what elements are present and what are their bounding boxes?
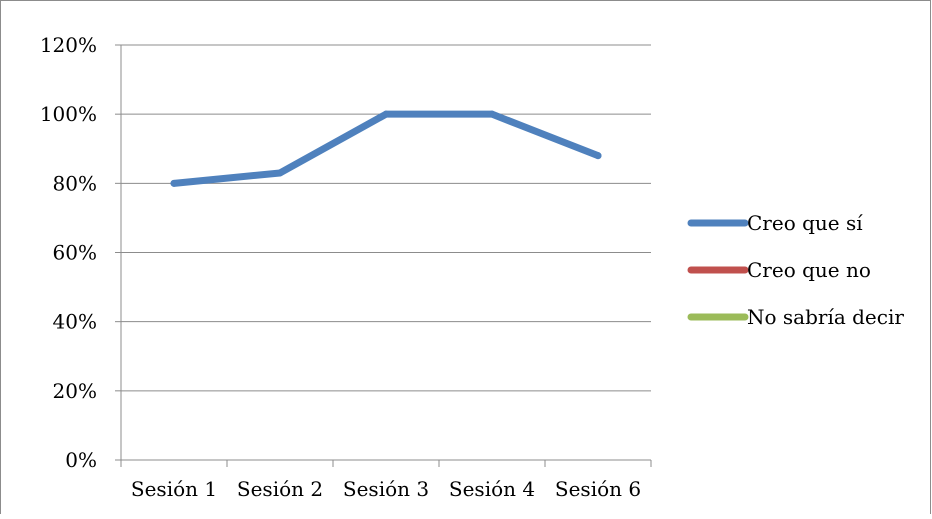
legend-label: Creo que no — [747, 258, 871, 282]
y-tick-label: 40% — [53, 310, 97, 334]
legend-label: No sabría decir — [747, 305, 904, 329]
y-tick-label: 80% — [53, 171, 97, 195]
x-tick-label: Sesión 3 — [343, 477, 429, 501]
y-tick-label: 100% — [40, 102, 97, 126]
data-point — [382, 110, 390, 118]
data-point — [488, 110, 496, 118]
y-tick-label: 120% — [40, 33, 97, 57]
x-tick-label: Sesión 1 — [131, 477, 217, 501]
y-axis-tick-labels: 0% 20% 40% 60% 80% 100% 120% — [40, 33, 97, 472]
legend-entry: Creo que no — [687, 258, 871, 282]
y-tick-label: 20% — [53, 379, 97, 403]
axes — [115, 44, 652, 467]
legend: Creo que sí Creo que no No sabría decir — [687, 211, 904, 329]
series-lines — [170, 110, 602, 187]
x-axis-tick-labels: Sesión 1 Sesión 2 Sesión 3 Sesión 4 Sesión 6 — [131, 477, 641, 501]
x-tick-label: Sesión 2 — [237, 477, 323, 501]
data-point — [276, 169, 284, 177]
x-tick-label: Sesión 4 — [449, 477, 535, 501]
x-tick-label: Sesión 6 — [555, 477, 641, 501]
data-point — [594, 152, 602, 160]
gridlines — [121, 44, 651, 392]
legend-label: Creo que sí — [747, 211, 863, 235]
y-tick-label: 60% — [53, 241, 97, 265]
legend-entry: Creo que sí — [687, 211, 863, 235]
y-tick-label: 0% — [65, 448, 97, 472]
data-point — [170, 179, 178, 187]
legend-entry: No sabría decir — [687, 305, 904, 329]
series-line — [170, 110, 602, 187]
